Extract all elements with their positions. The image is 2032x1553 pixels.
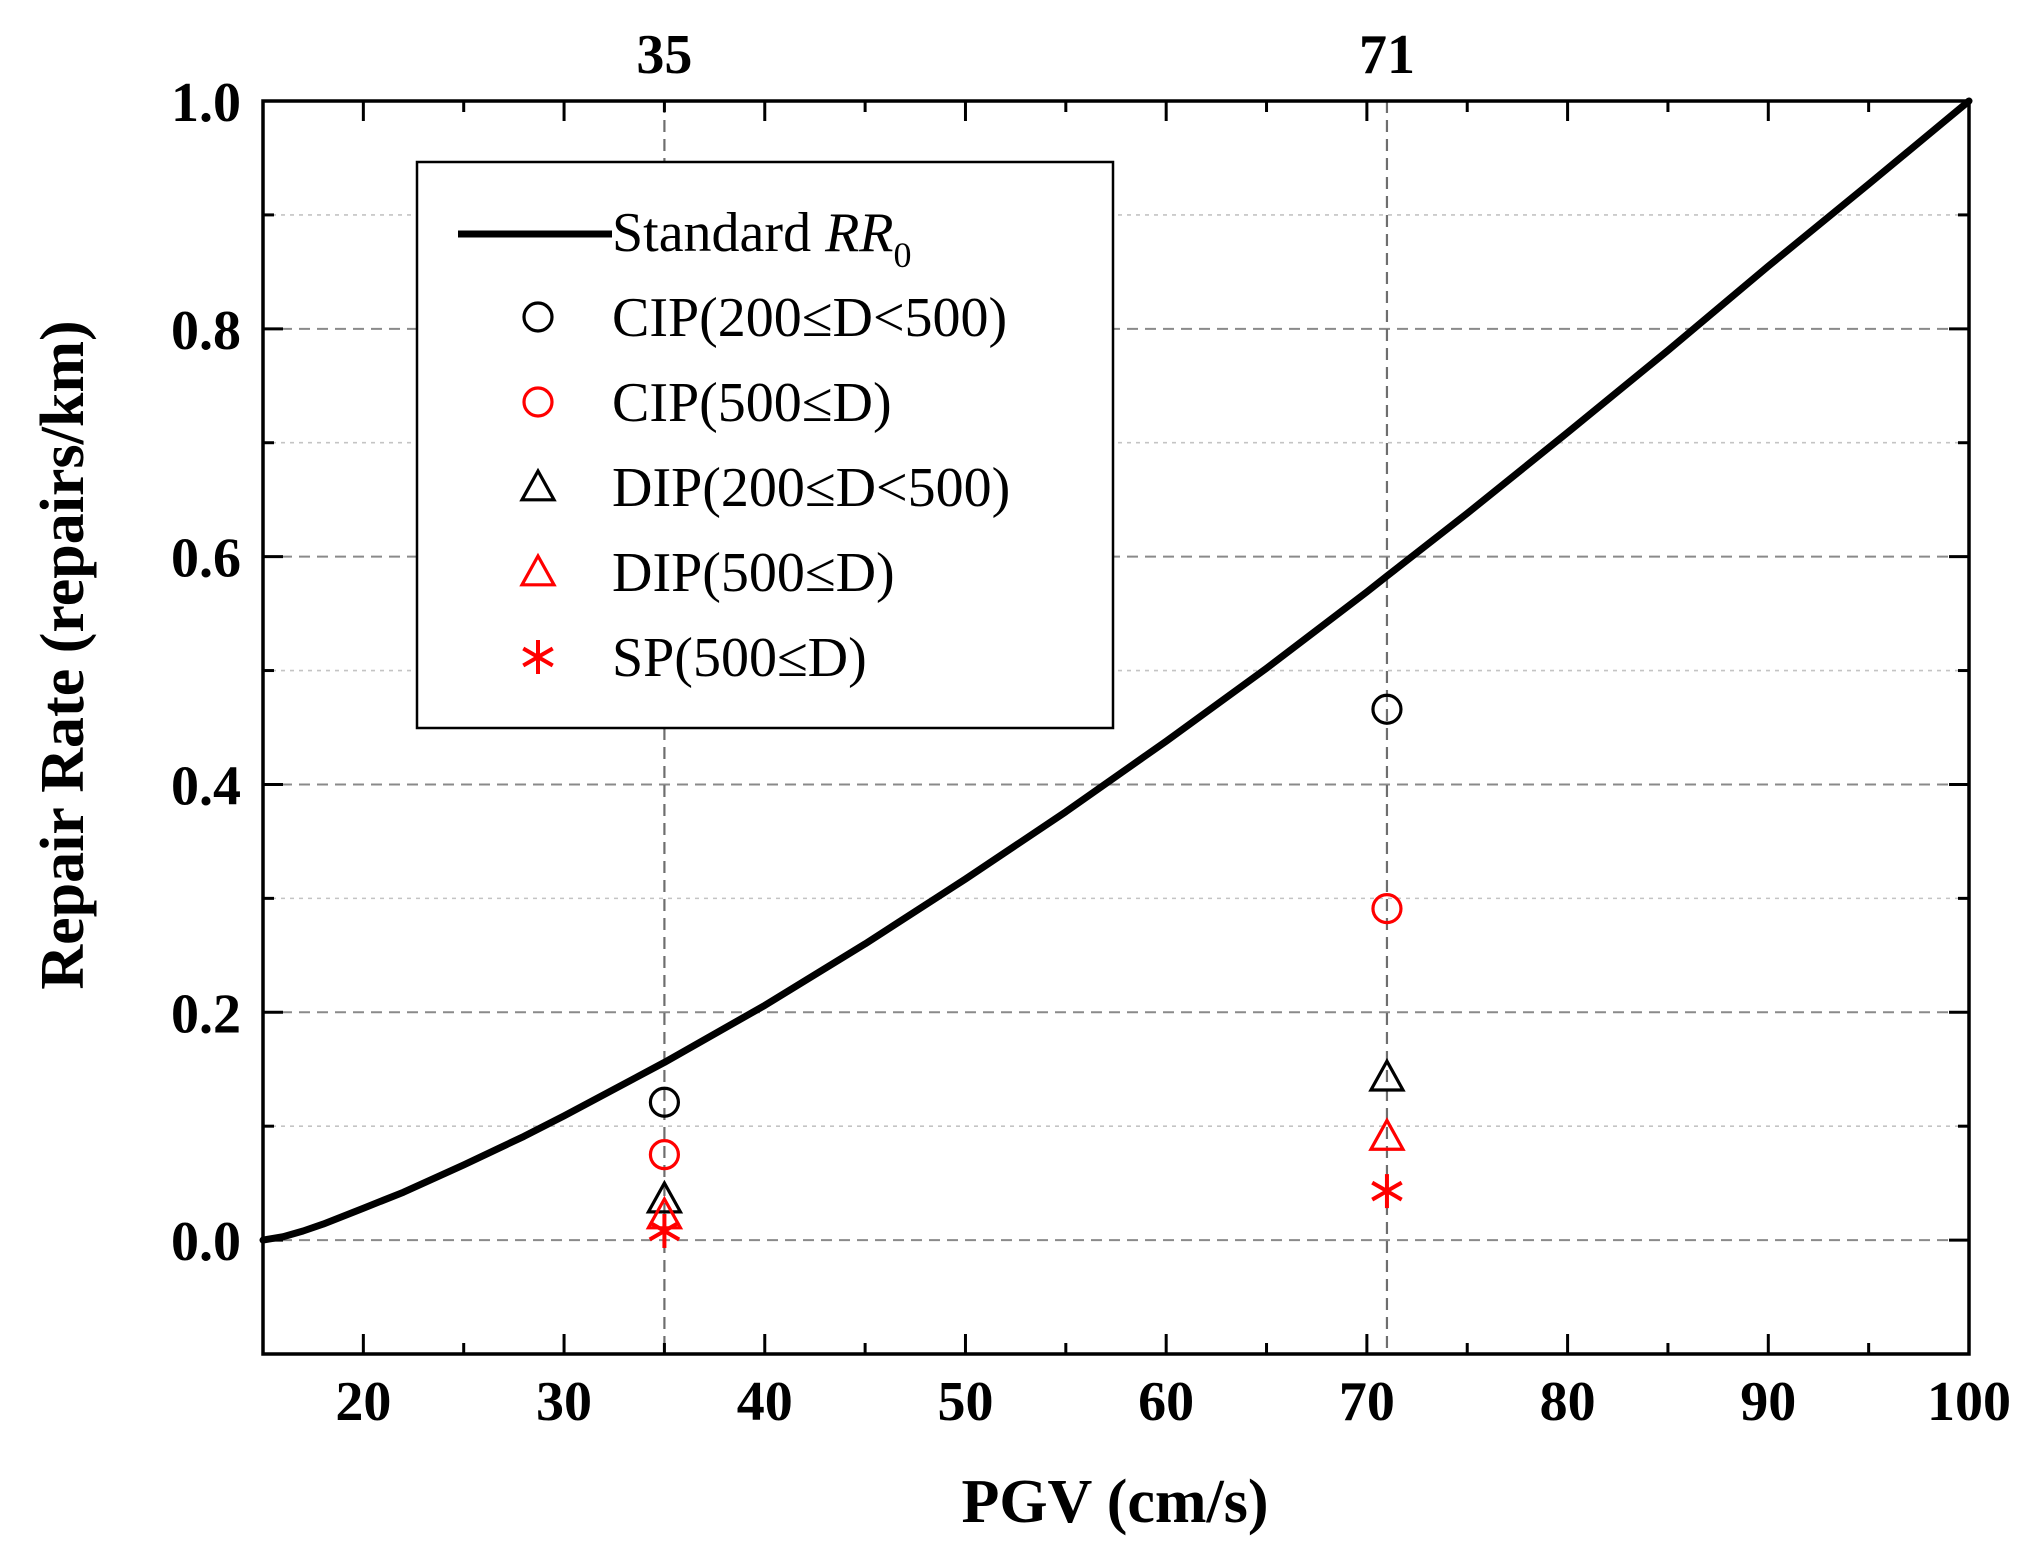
grid-layer xyxy=(263,214,1969,1242)
legend-label-italic: RR xyxy=(824,202,893,264)
data-point-triangle xyxy=(645,1179,684,1214)
legend-marker-asterisk xyxy=(522,640,554,674)
axes-layer: 20 30 40 50 60 70 80 90 100 35 71 0.0 0.2 0.4 0.6 0.8 1.… xyxy=(171,24,2011,1433)
x-tick-label: 70 xyxy=(1339,1371,1395,1433)
top-tick-label: 35 xyxy=(636,24,692,86)
x-tick-label: 20 xyxy=(335,1371,391,1433)
x-tick-label: 90 xyxy=(1740,1371,1796,1433)
top-tick-label: 71 xyxy=(1359,24,1415,86)
legend-label-text: Standard xyxy=(612,202,825,264)
x-tick-label: 60 xyxy=(1138,1371,1194,1433)
legend-label: Standard RR0 xyxy=(612,202,911,275)
legend-label: CIP(500≤D) xyxy=(612,372,892,434)
legend-label-subscript: 0 xyxy=(893,235,911,275)
marker-layer xyxy=(645,693,1406,1248)
x-tick-label: 30 xyxy=(536,1371,592,1433)
legend-marker-circle xyxy=(522,301,554,333)
curve-layer xyxy=(259,97,1973,1244)
data-point-triangle xyxy=(1368,1057,1406,1092)
y-tick-label: 1.0 xyxy=(171,72,241,134)
legend-label: DIP(500≤D) xyxy=(612,542,895,604)
x-tick-label: 80 xyxy=(1540,1371,1596,1433)
asterisk-stroke xyxy=(648,1220,681,1242)
x-tick-label: 100 xyxy=(1927,1371,2011,1433)
data-point-circle xyxy=(648,1139,681,1171)
legend-marker-triangle xyxy=(519,552,557,587)
data-point-circle xyxy=(1371,693,1403,725)
y-tick-label: 0.6 xyxy=(171,528,241,590)
legend-label: CIP(200≤D<500) xyxy=(612,287,1007,349)
y-tick-label: 0.2 xyxy=(171,983,241,1045)
legend-box xyxy=(415,160,1115,730)
y-tick-label: 0.0 xyxy=(171,1211,241,1273)
plot-frame xyxy=(261,99,1971,1356)
data-point-triangle xyxy=(1368,1117,1406,1151)
legend-marker-triangle xyxy=(519,467,557,502)
legend-label: SP(500≤D) xyxy=(612,627,867,689)
y-tick-label: 0.8 xyxy=(171,300,241,362)
data-point-circle xyxy=(648,1086,681,1118)
asterisk-stroke xyxy=(522,646,554,668)
data-point-asterisk xyxy=(648,1213,681,1248)
x-tick-label: 50 xyxy=(937,1371,993,1433)
data-point-circle xyxy=(1371,893,1403,925)
x-axis-title: PGV (cm/s) xyxy=(961,1468,1268,1536)
legend-label: DIP(200≤D<500) xyxy=(612,457,1010,519)
x-tick-label: 40 xyxy=(737,1371,793,1433)
asterisk-stroke xyxy=(1371,1180,1403,1202)
y-axis-title: Repair Rate (repairs/km) xyxy=(29,320,97,989)
standard-rr0-curve xyxy=(259,97,1973,1244)
legend-marker-circle xyxy=(522,386,554,418)
y-tick-label: 0.4 xyxy=(171,755,241,817)
legend: Standard RR0 CIP(200≤D<500) CIP(500≤D) DIP(… xyxy=(415,160,1115,730)
data-point-asterisk xyxy=(1371,1174,1403,1209)
